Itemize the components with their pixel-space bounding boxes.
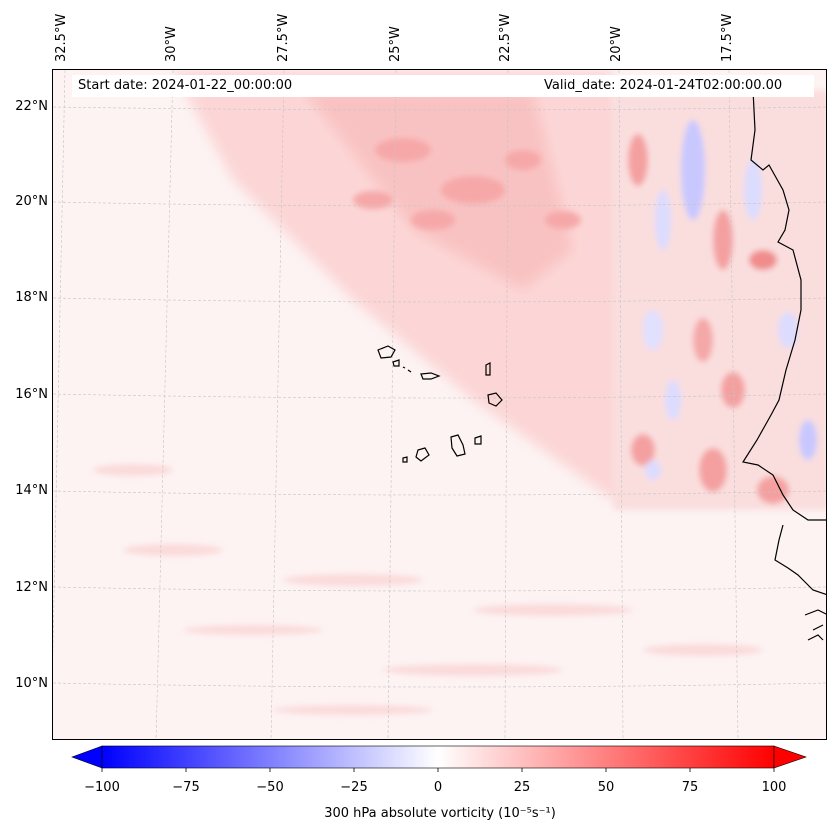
- vorticity-band-core: [303, 90, 573, 290]
- vorticity-eddies-east: [613, 90, 826, 510]
- lon-label-32.5w: 32.5°W: [54, 13, 69, 62]
- vorticity-streaks-north: [353, 138, 581, 230]
- colorbar-tick-label: −100: [84, 780, 120, 795]
- lat-label-14n: 14°N: [15, 483, 48, 498]
- vorticity-streaks-south: [93, 464, 763, 715]
- lat-label-22n: 22°N: [15, 99, 48, 114]
- date-strip: [308, 75, 538, 97]
- graticule: [53, 70, 826, 739]
- lat-label-16n: 16°N: [15, 387, 48, 402]
- map-panel: [52, 69, 827, 740]
- lon-label-22.5w: 22.5°W: [498, 13, 513, 62]
- colorbar-tick-marks: [101, 768, 775, 772]
- valid-date-label: Valid_date: 2024-01-24T02:00:00.00: [538, 75, 814, 97]
- colorbar-tick-label: 0: [433, 780, 443, 795]
- lon-label-20w: 20°W: [609, 26, 624, 62]
- colorbar-tick-label: 25: [513, 780, 531, 795]
- colorbar-tick-label: −50: [256, 780, 284, 795]
- vorticity-band: [173, 70, 693, 500]
- lat-label-10n: 10°N: [15, 676, 48, 691]
- colorbar-tick-label: 50: [597, 780, 615, 795]
- start-date-label: Start date: 2024-01-22_00:00:00: [72, 75, 308, 97]
- lon-label-25w: 25°W: [388, 26, 403, 62]
- vorticity-field: [53, 70, 826, 739]
- colorbar-tick-label: 100: [761, 780, 787, 795]
- lat-label-18n: 18°N: [15, 290, 48, 305]
- colorbar-gradient: [101, 745, 775, 769]
- coastline-guinea: [774, 524, 826, 595]
- colorbar-extend-low: [71, 745, 103, 769]
- colorbar-extend-high: [773, 745, 807, 769]
- lat-label-12n: 12°N: [15, 580, 48, 595]
- lon-label-30w: 30°W: [164, 26, 179, 62]
- lon-label-27.5w: 27.5°W: [276, 13, 291, 62]
- colorbar-tick-label: 75: [681, 780, 699, 795]
- lat-label-20n: 20°N: [15, 194, 48, 209]
- colorbar-label: 300 hPa absolute vorticity (10⁻⁵s⁻¹): [324, 806, 556, 821]
- cape-verde-islands: [377, 345, 503, 463]
- colorbar: [71, 745, 807, 772]
- colorbar-tick-label: −25: [340, 780, 368, 795]
- colorbar-tick-label: −75: [172, 780, 200, 795]
- lon-label-17.5w: 17.5°W: [720, 13, 735, 62]
- coastline-africa: [742, 89, 826, 521]
